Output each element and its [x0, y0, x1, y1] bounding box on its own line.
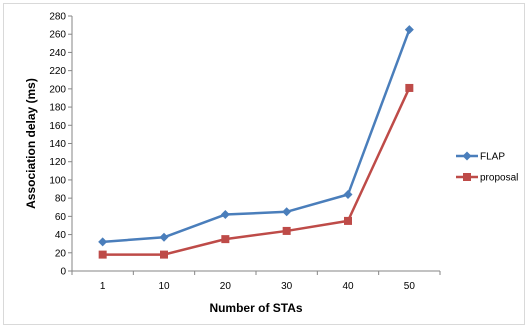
x-tick-label: 10 [158, 281, 170, 292]
data-point [282, 207, 292, 217]
series-flap [98, 25, 414, 247]
y-axis-title: Association delay (ms) [24, 78, 38, 209]
x-axis-title: Number of STAs [209, 301, 302, 315]
data-point [282, 226, 291, 235]
y-tick-label: 260 [49, 30, 66, 41]
series-layer [98, 25, 414, 259]
y-axis-ticks: 0 20 40 60 80 100 120 140 160 180 200 220 240 260 280 [49, 12, 72, 278]
legend-label: FLAP [480, 152, 505, 163]
x-tick-label: 50 [404, 281, 416, 292]
y-tick-label: 120 [49, 157, 66, 168]
legend-item: proposal [456, 173, 518, 184]
data-point [405, 83, 414, 92]
y-tick-label: 220 [49, 66, 66, 77]
series-line [102, 29, 411, 244]
legend-marker [463, 173, 471, 181]
legend-marker [462, 151, 472, 161]
data-point [404, 25, 414, 35]
y-tick-label: 20 [55, 248, 67, 259]
legend-label: proposal [480, 173, 518, 184]
series-proposal [98, 83, 414, 259]
data-point [221, 235, 230, 244]
data-point [159, 232, 169, 242]
data-point [160, 250, 168, 259]
x-tick-label: 20 [220, 281, 232, 292]
legend: FLAP proposal [456, 151, 518, 184]
y-tick-label: 200 [49, 84, 66, 95]
y-tick-label: 40 [55, 230, 67, 241]
y-tick-label: 140 [49, 139, 66, 150]
y-tick-label: 240 [49, 48, 66, 59]
data-point [98, 237, 108, 247]
y-tick-label: 60 [55, 212, 67, 223]
x-tick-label: 30 [281, 281, 293, 292]
legend-item: FLAP [456, 151, 505, 163]
y-tick-label: 280 [49, 12, 66, 23]
data-point [220, 210, 230, 220]
x-tick-label: 1 [100, 281, 106, 292]
data-point [98, 250, 107, 259]
y-tick-label: 0 [60, 267, 66, 278]
data-point [344, 216, 352, 225]
x-tick-label: 40 [342, 281, 354, 292]
series-line [102, 87, 411, 256]
y-tick-label: 180 [49, 103, 66, 114]
y-tick-label: 80 [55, 194, 67, 205]
y-tick-label: 100 [49, 175, 66, 186]
data-point [343, 190, 353, 199]
x-axis-ticks: 1 10 20 30 40 50 [71, 271, 441, 292]
y-tick-label: 160 [49, 121, 66, 132]
